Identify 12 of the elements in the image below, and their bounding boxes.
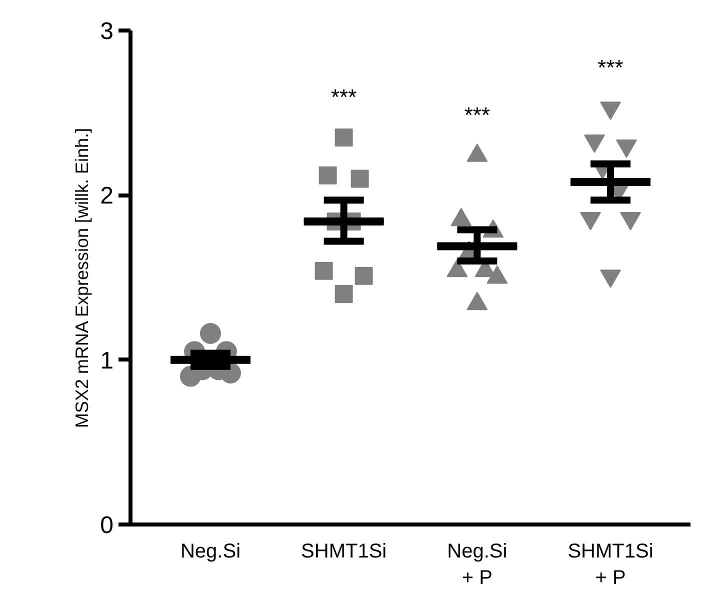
- y-tick-label: 2: [100, 182, 114, 210]
- annotation: ***: [330, 84, 358, 110]
- y-axis-title: MSX2 mRNA Expression [willk. Einh.]: [72, 128, 92, 428]
- y-tick-label: 3: [100, 18, 114, 45]
- x-tick-label: SHMT1Si: [301, 540, 387, 562]
- y-tick-label: 0: [100, 512, 114, 539]
- x-tick-label: Neg.Si: [180, 540, 241, 562]
- x-tick-label: SHMT1Si + P: [568, 540, 654, 589]
- y-tick-label: 1: [100, 347, 114, 374]
- annotation: ***: [598, 54, 624, 80]
- annotation: ***: [464, 102, 490, 128]
- x-tick-label: Neg.Si + P: [447, 540, 508, 589]
